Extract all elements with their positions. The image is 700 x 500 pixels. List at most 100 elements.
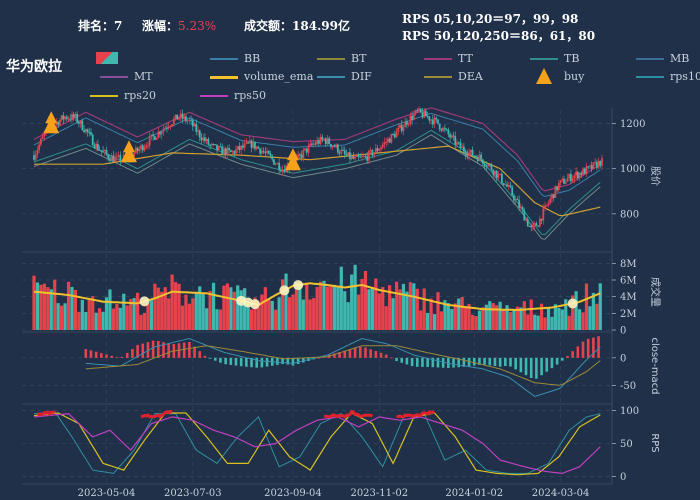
candle-body <box>186 120 189 122</box>
candle-body <box>354 156 357 159</box>
volume-bar <box>350 274 354 330</box>
candle-body <box>545 204 548 206</box>
volume-bar <box>281 279 285 330</box>
macd-bar <box>358 346 362 358</box>
volume-bar <box>249 309 254 330</box>
legend-label: rps20 <box>124 89 156 102</box>
candle-body <box>402 127 405 132</box>
volume-bar <box>243 288 247 330</box>
macd-bar <box>421 357 424 367</box>
x-tick-label: 2023-11-02 <box>350 488 408 499</box>
candle-body <box>568 174 571 179</box>
macd-bar <box>452 357 455 368</box>
candle-body <box>383 142 386 145</box>
candle-body <box>361 156 363 158</box>
volume-bar <box>571 295 575 330</box>
volume-series <box>32 264 602 330</box>
volume-bar <box>329 286 333 330</box>
volume-bar <box>60 305 64 330</box>
candle-body <box>454 136 457 145</box>
candle-body <box>281 169 284 172</box>
macd-bar <box>125 352 129 358</box>
candle-body <box>368 150 370 161</box>
volume-bar <box>443 300 447 330</box>
candle-body <box>276 162 279 165</box>
macd-axis-label: close-macd <box>649 337 660 394</box>
buy-signal-marker-top <box>122 140 135 153</box>
buy-signal-marker-top <box>45 111 58 124</box>
legend-color-swatch <box>96 52 118 64</box>
candle-body <box>321 136 324 140</box>
volume-bar <box>108 289 112 330</box>
volume-bar <box>274 309 278 330</box>
candle-body <box>371 150 374 156</box>
candle-body <box>592 162 595 169</box>
macd-bar <box>379 352 383 358</box>
candle-body <box>542 208 545 221</box>
candle-body <box>373 152 376 156</box>
candle-body <box>314 143 317 145</box>
candle-body <box>204 137 206 141</box>
candle-body <box>172 118 175 125</box>
volume-bar <box>522 301 526 330</box>
candle-body <box>530 226 533 228</box>
candle-body <box>83 129 85 133</box>
volume-bar <box>405 291 409 330</box>
macd-y-tick-label: -50 <box>620 381 636 392</box>
volume-bar <box>339 266 343 330</box>
legend-swatch <box>317 58 345 60</box>
volume-bar <box>367 289 371 330</box>
candle-body <box>64 116 66 120</box>
candle-body <box>33 155 35 160</box>
volume-bar <box>584 283 589 330</box>
legend-swatch <box>424 58 452 60</box>
legend-swatch <box>317 76 345 78</box>
candle-body <box>500 173 503 184</box>
legend-label: MB <box>670 52 690 65</box>
x-tick-label: 2024-03-04 <box>532 488 590 499</box>
rps10-line <box>33 411 601 474</box>
macd-bar <box>441 357 445 368</box>
candle-body <box>279 170 282 172</box>
volume-bar <box>312 298 316 330</box>
candle-body <box>160 131 163 135</box>
volume-bar <box>142 312 147 330</box>
candle-body <box>71 114 73 120</box>
legend-label: buy <box>564 70 585 83</box>
volume-bar <box>146 303 150 330</box>
candle-body <box>312 143 315 145</box>
candle-body <box>519 207 522 209</box>
legend-swatch <box>424 76 452 78</box>
macd-bar <box>436 357 440 368</box>
candle-body <box>435 117 438 120</box>
candle-body <box>447 129 450 135</box>
volume-bar <box>132 298 136 330</box>
candle-body <box>159 131 161 135</box>
volume-bar <box>225 283 229 330</box>
macd-bar <box>576 346 580 358</box>
macd-bar <box>488 357 492 366</box>
volume-bar <box>101 311 105 330</box>
candle-body <box>601 157 603 166</box>
candle-body <box>67 118 70 120</box>
candle-body <box>385 141 388 143</box>
candle-body <box>576 171 579 179</box>
candle-body <box>582 168 584 175</box>
candle-body <box>485 166 488 168</box>
macd-bar <box>509 357 512 367</box>
macd-bar <box>255 357 259 368</box>
candle-body <box>430 119 432 121</box>
volume-bar <box>353 264 357 330</box>
volume-bar <box>49 289 53 330</box>
volume-bar <box>118 307 122 330</box>
candle-body <box>140 145 142 149</box>
candle-body <box>393 134 396 138</box>
macd-bar <box>141 343 145 358</box>
macd-bar <box>281 357 284 365</box>
macd-bar <box>581 341 585 358</box>
volume-bar <box>229 287 233 330</box>
macd-bar <box>519 357 523 373</box>
candle-body <box>571 178 574 182</box>
volume-bar <box>356 294 361 330</box>
volume-bar <box>598 283 602 330</box>
